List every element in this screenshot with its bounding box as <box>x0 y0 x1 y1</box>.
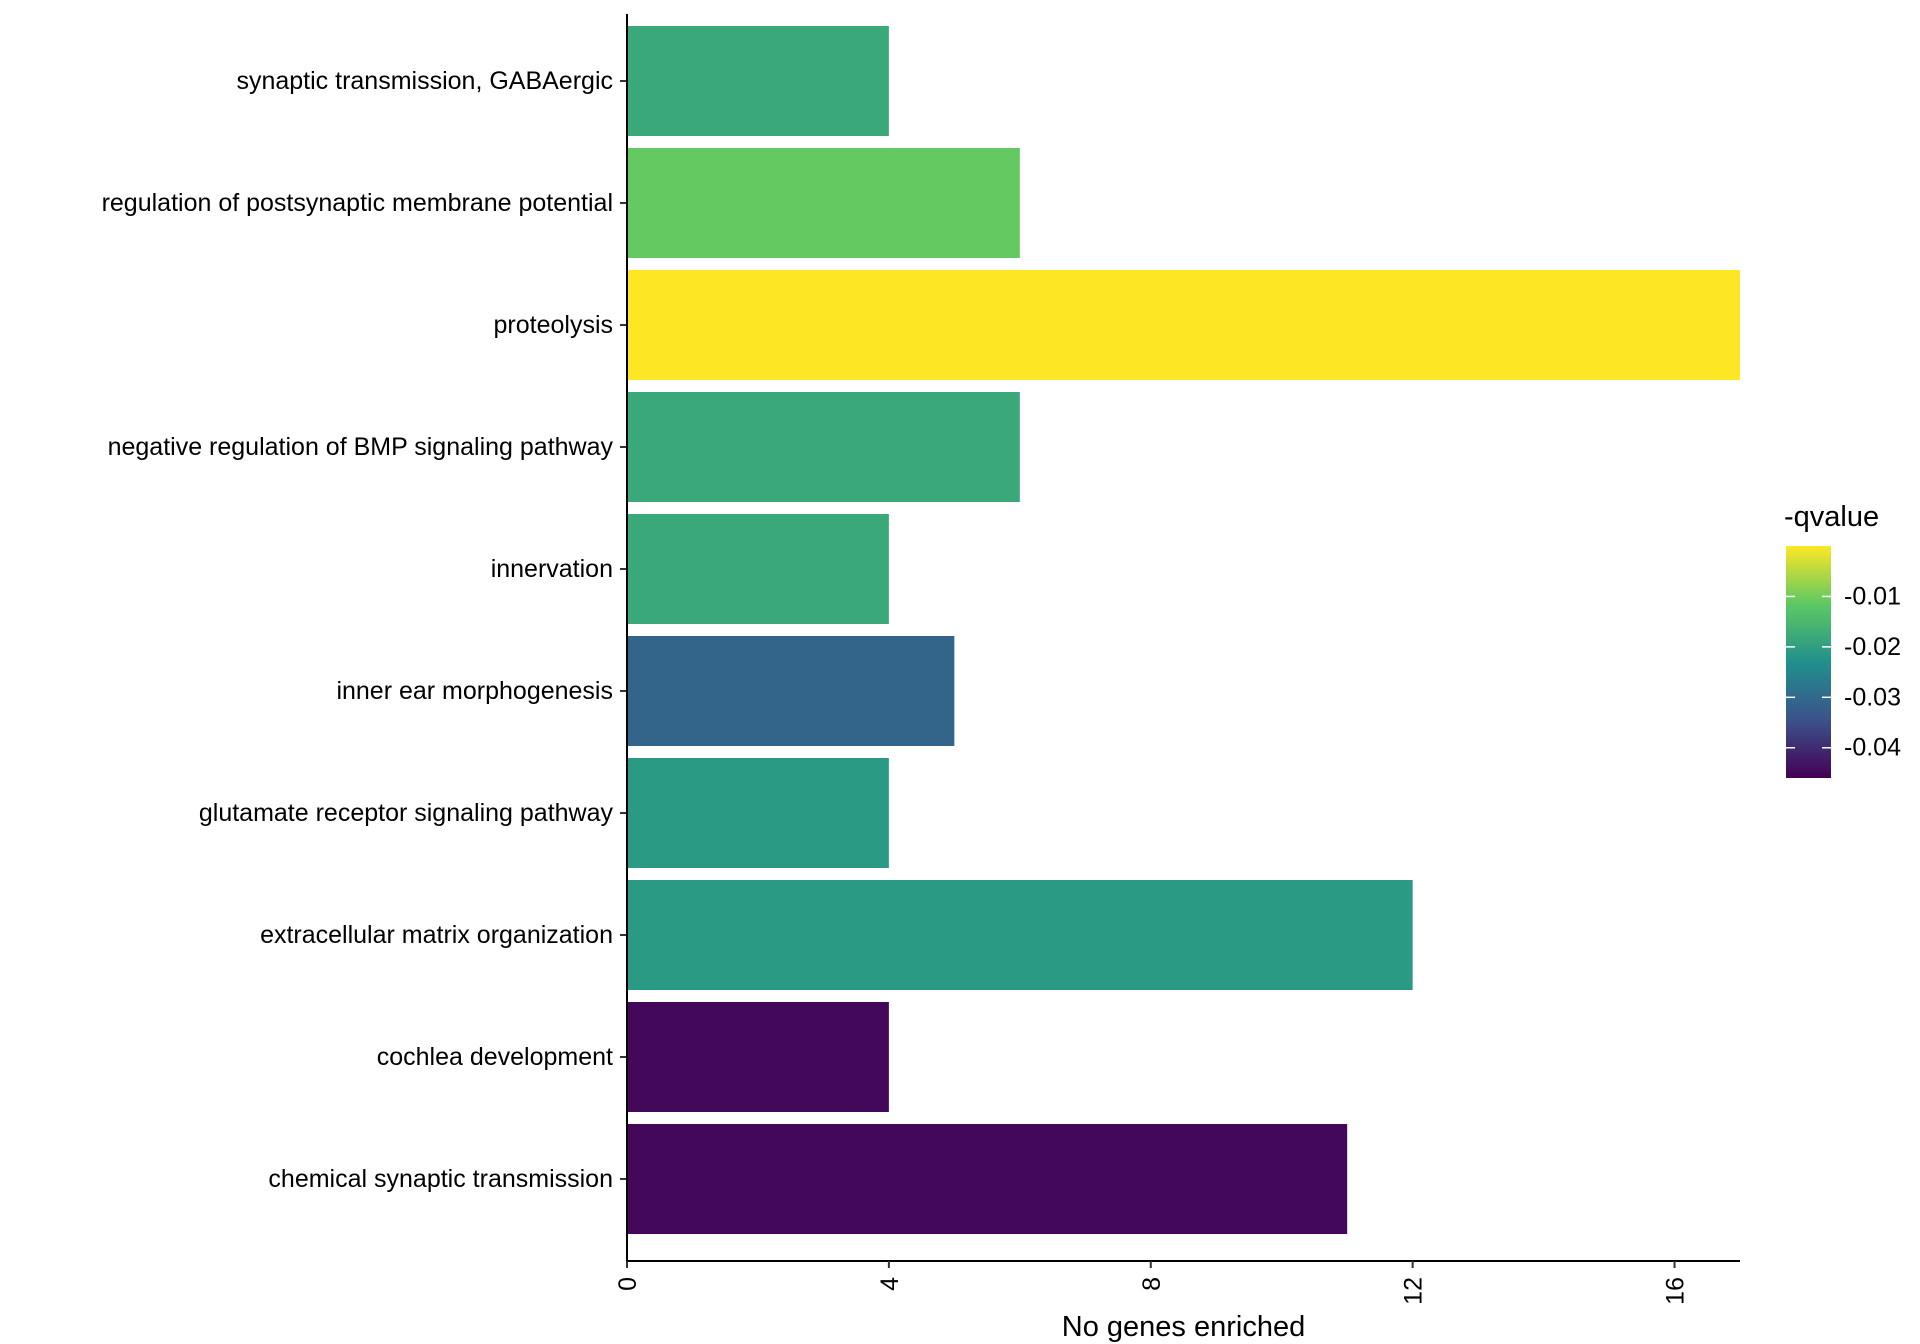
bars-group <box>627 26 1740 1234</box>
bar <box>627 514 889 624</box>
category-label: glutamate receptor signaling pathway <box>199 799 614 827</box>
category-label: inner ear morphogenesis <box>336 677 613 705</box>
y-axis: synaptic transmission, GABAergic regulati… <box>102 14 628 1261</box>
category-label: synaptic transmission, GABAergic <box>236 67 613 95</box>
bar <box>627 636 955 746</box>
bar <box>627 148 1020 258</box>
bar <box>627 1002 889 1112</box>
bar <box>627 270 1740 380</box>
bar <box>627 392 1020 502</box>
bar <box>627 758 889 868</box>
colorbar-tick-label: -0.02 <box>1844 633 1901 661</box>
colorbar <box>1786 546 1831 778</box>
legend-title: -qvalue <box>1784 501 1879 533</box>
colorbar-legend: -qvalue -0.01 -0.02 -0.03 -0.04 <box>1784 501 1901 778</box>
bar <box>627 26 889 136</box>
x-tick-label: 8 <box>1138 1277 1166 1291</box>
category-label: proteolysis <box>494 311 614 339</box>
category-label: negative regulation of BMP signaling pat… <box>108 433 614 461</box>
x-tick-label: 12 <box>1400 1277 1428 1305</box>
x-tick-label: 0 <box>614 1277 642 1291</box>
colorbar-tick-label: -0.04 <box>1844 734 1901 762</box>
category-label: cochlea development <box>377 1043 613 1071</box>
bar <box>627 1124 1348 1234</box>
x-axis-title: No genes enriched <box>1062 1311 1305 1343</box>
x-axis: 0 4 8 12 16 <box>614 1260 1740 1305</box>
colorbar-tick-label: -0.03 <box>1844 683 1901 711</box>
category-label: regulation of postsynaptic membrane pote… <box>102 189 613 217</box>
x-tick-label: 4 <box>876 1277 904 1291</box>
x-tick-label: 16 <box>1662 1277 1690 1305</box>
bar <box>627 880 1413 990</box>
category-label: innervation <box>491 555 613 583</box>
colorbar-ticks: -0.01 -0.02 -0.03 -0.04 <box>1786 582 1901 762</box>
category-label: chemical synaptic transmission <box>268 1165 613 1193</box>
category-label: extracellular matrix organization <box>260 921 613 949</box>
colorbar-tick-label: -0.01 <box>1844 582 1901 610</box>
